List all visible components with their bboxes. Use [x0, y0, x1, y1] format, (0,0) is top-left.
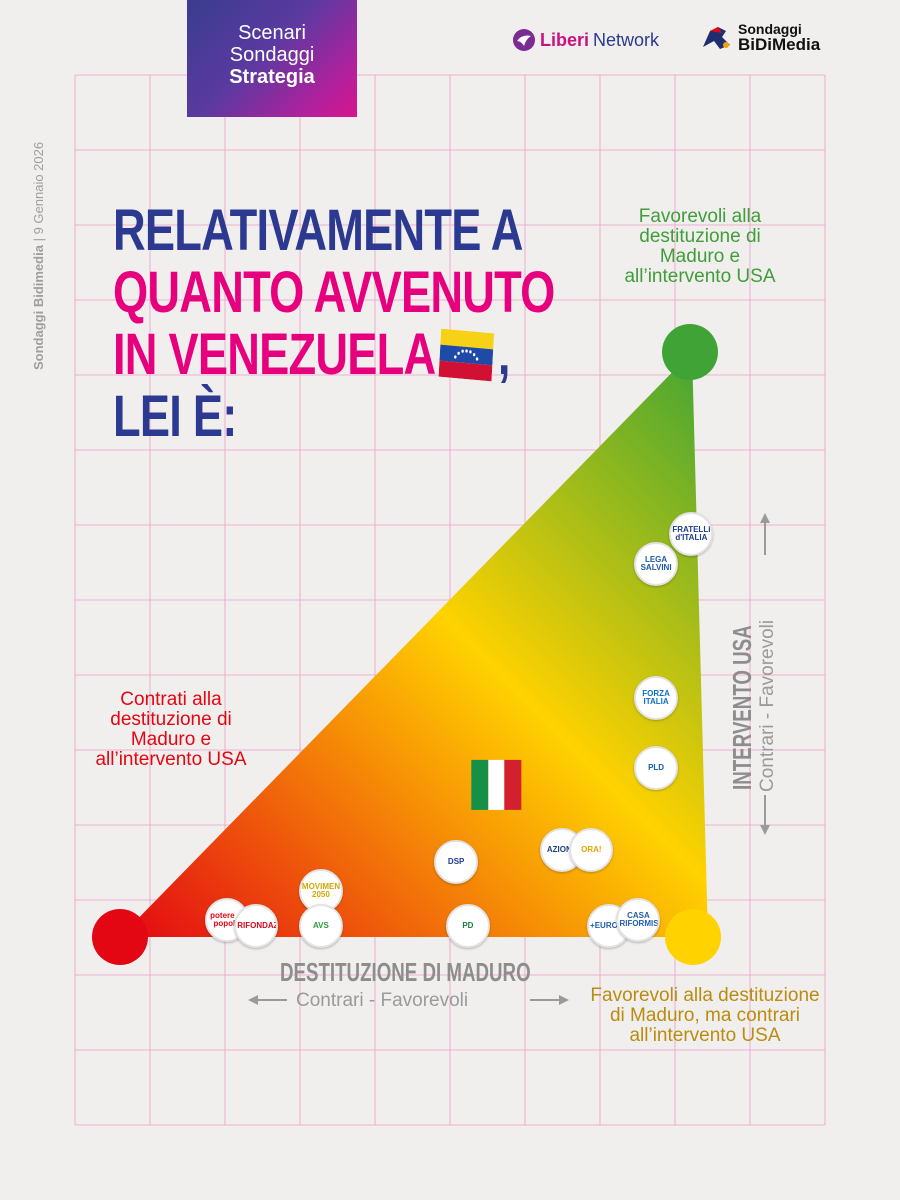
party-marker: CASA RIFORMISTA [616, 898, 661, 943]
party-marker-label: RIFONDAZIONE [237, 921, 279, 931]
party-marker-label: PLD [648, 763, 665, 773]
title-line-2: QUANTO AVVENUTO [113, 260, 555, 325]
bidimedia-logo-line2: BiDiMedia [738, 35, 821, 54]
triangle-area [120, 352, 708, 937]
badge-line-3: Strategia [229, 66, 315, 88]
x-axis-title: DESTITUZIONE DI MADURO [280, 957, 531, 987]
annotation-top: Favorevoli alla destituzione di Maduro e… [624, 206, 776, 287]
party-marker-label: MOVIMENTO 2050 [301, 882, 341, 900]
bidimedia-logo-line1: Sondaggi [738, 21, 802, 37]
chart-title: RELATIVAMENTE A QUANTO AVVENUTO IN VENEZ… [113, 200, 555, 448]
x-axis-range-label: Contrari - Favorevoli [296, 990, 469, 1011]
bidimedia-horse-icon [703, 26, 730, 49]
annotation-left: Contrati alla destituzione di Maduro e a… [95, 689, 247, 770]
annotation-bottom-right: Favorevoli alla destituzione di Maduro, … [590, 985, 820, 1046]
party-marker-label: ORA! [581, 845, 602, 855]
liberi-network-logo: Liberi Network [512, 28, 659, 52]
scenari-badge: Scenari Sondaggi Strategia [187, 0, 357, 117]
title-line-1: RELATIVAMENTE A [113, 198, 523, 263]
party-marker: FORZA ITALIA [634, 676, 679, 721]
party-marker-label: AZIONE [546, 845, 578, 855]
party-marker-label: CASA RIFORMISTA [619, 911, 659, 929]
party-marker-label: PD [462, 921, 474, 931]
party-marker-label: +EUROPA [590, 921, 629, 931]
party-marker-label: FORZA ITALIA [642, 689, 670, 707]
y-axis-title-text: INTERVENTO USA [727, 625, 757, 790]
party-marker: ORA! [569, 828, 614, 873]
party-marker: AVS [298, 904, 343, 949]
title-line-4: LEI È: [113, 384, 237, 449]
party-marker: RIFONDAZIONE [234, 904, 279, 949]
badge-line-1: Scenari [238, 22, 306, 44]
party-marker: LEGA SALVINI [634, 541, 679, 586]
liberi-bird-icon [513, 29, 535, 51]
party-marker-label: potere al popolo [210, 911, 244, 929]
liberi-logo-part2: Network [593, 29, 660, 50]
party-marker: PLD [634, 746, 679, 791]
vertex-yellow [665, 909, 721, 965]
title-line-3-suffix: , [497, 322, 511, 387]
party-marker-label: FRATELLI d'ITALIA [672, 525, 711, 543]
bidimedia-logo: Sondaggi BiDiMedia [700, 22, 820, 53]
title-line-3-wrap: IN VENEZUELA , [113, 324, 555, 386]
party-marker-label: AVS [312, 921, 329, 931]
party-marker: FRATELLI d'ITALIA [669, 512, 714, 557]
party-marker-label: LEGA SALVINI [640, 554, 672, 572]
y-axis-range-label: Contrari - Favorevoli [757, 619, 778, 792]
y-arrow [760, 513, 770, 835]
party-marker: PD [445, 904, 490, 949]
vertex-green [662, 324, 718, 380]
italy-flag [471, 759, 522, 810]
title-line-3: IN VENEZUELA [113, 322, 436, 387]
liberi-logo-part1: Liberi [540, 29, 590, 50]
vertex-red [92, 909, 148, 965]
venezuela-flag-icon [438, 328, 495, 382]
y-axis-title: INTERVENTO USA [727, 561, 758, 790]
party-marker-label: DSP [447, 856, 465, 866]
x-arrow [248, 995, 569, 1005]
party-marker: DSP [434, 839, 479, 884]
badge-line-2: Sondaggi [229, 44, 315, 66]
